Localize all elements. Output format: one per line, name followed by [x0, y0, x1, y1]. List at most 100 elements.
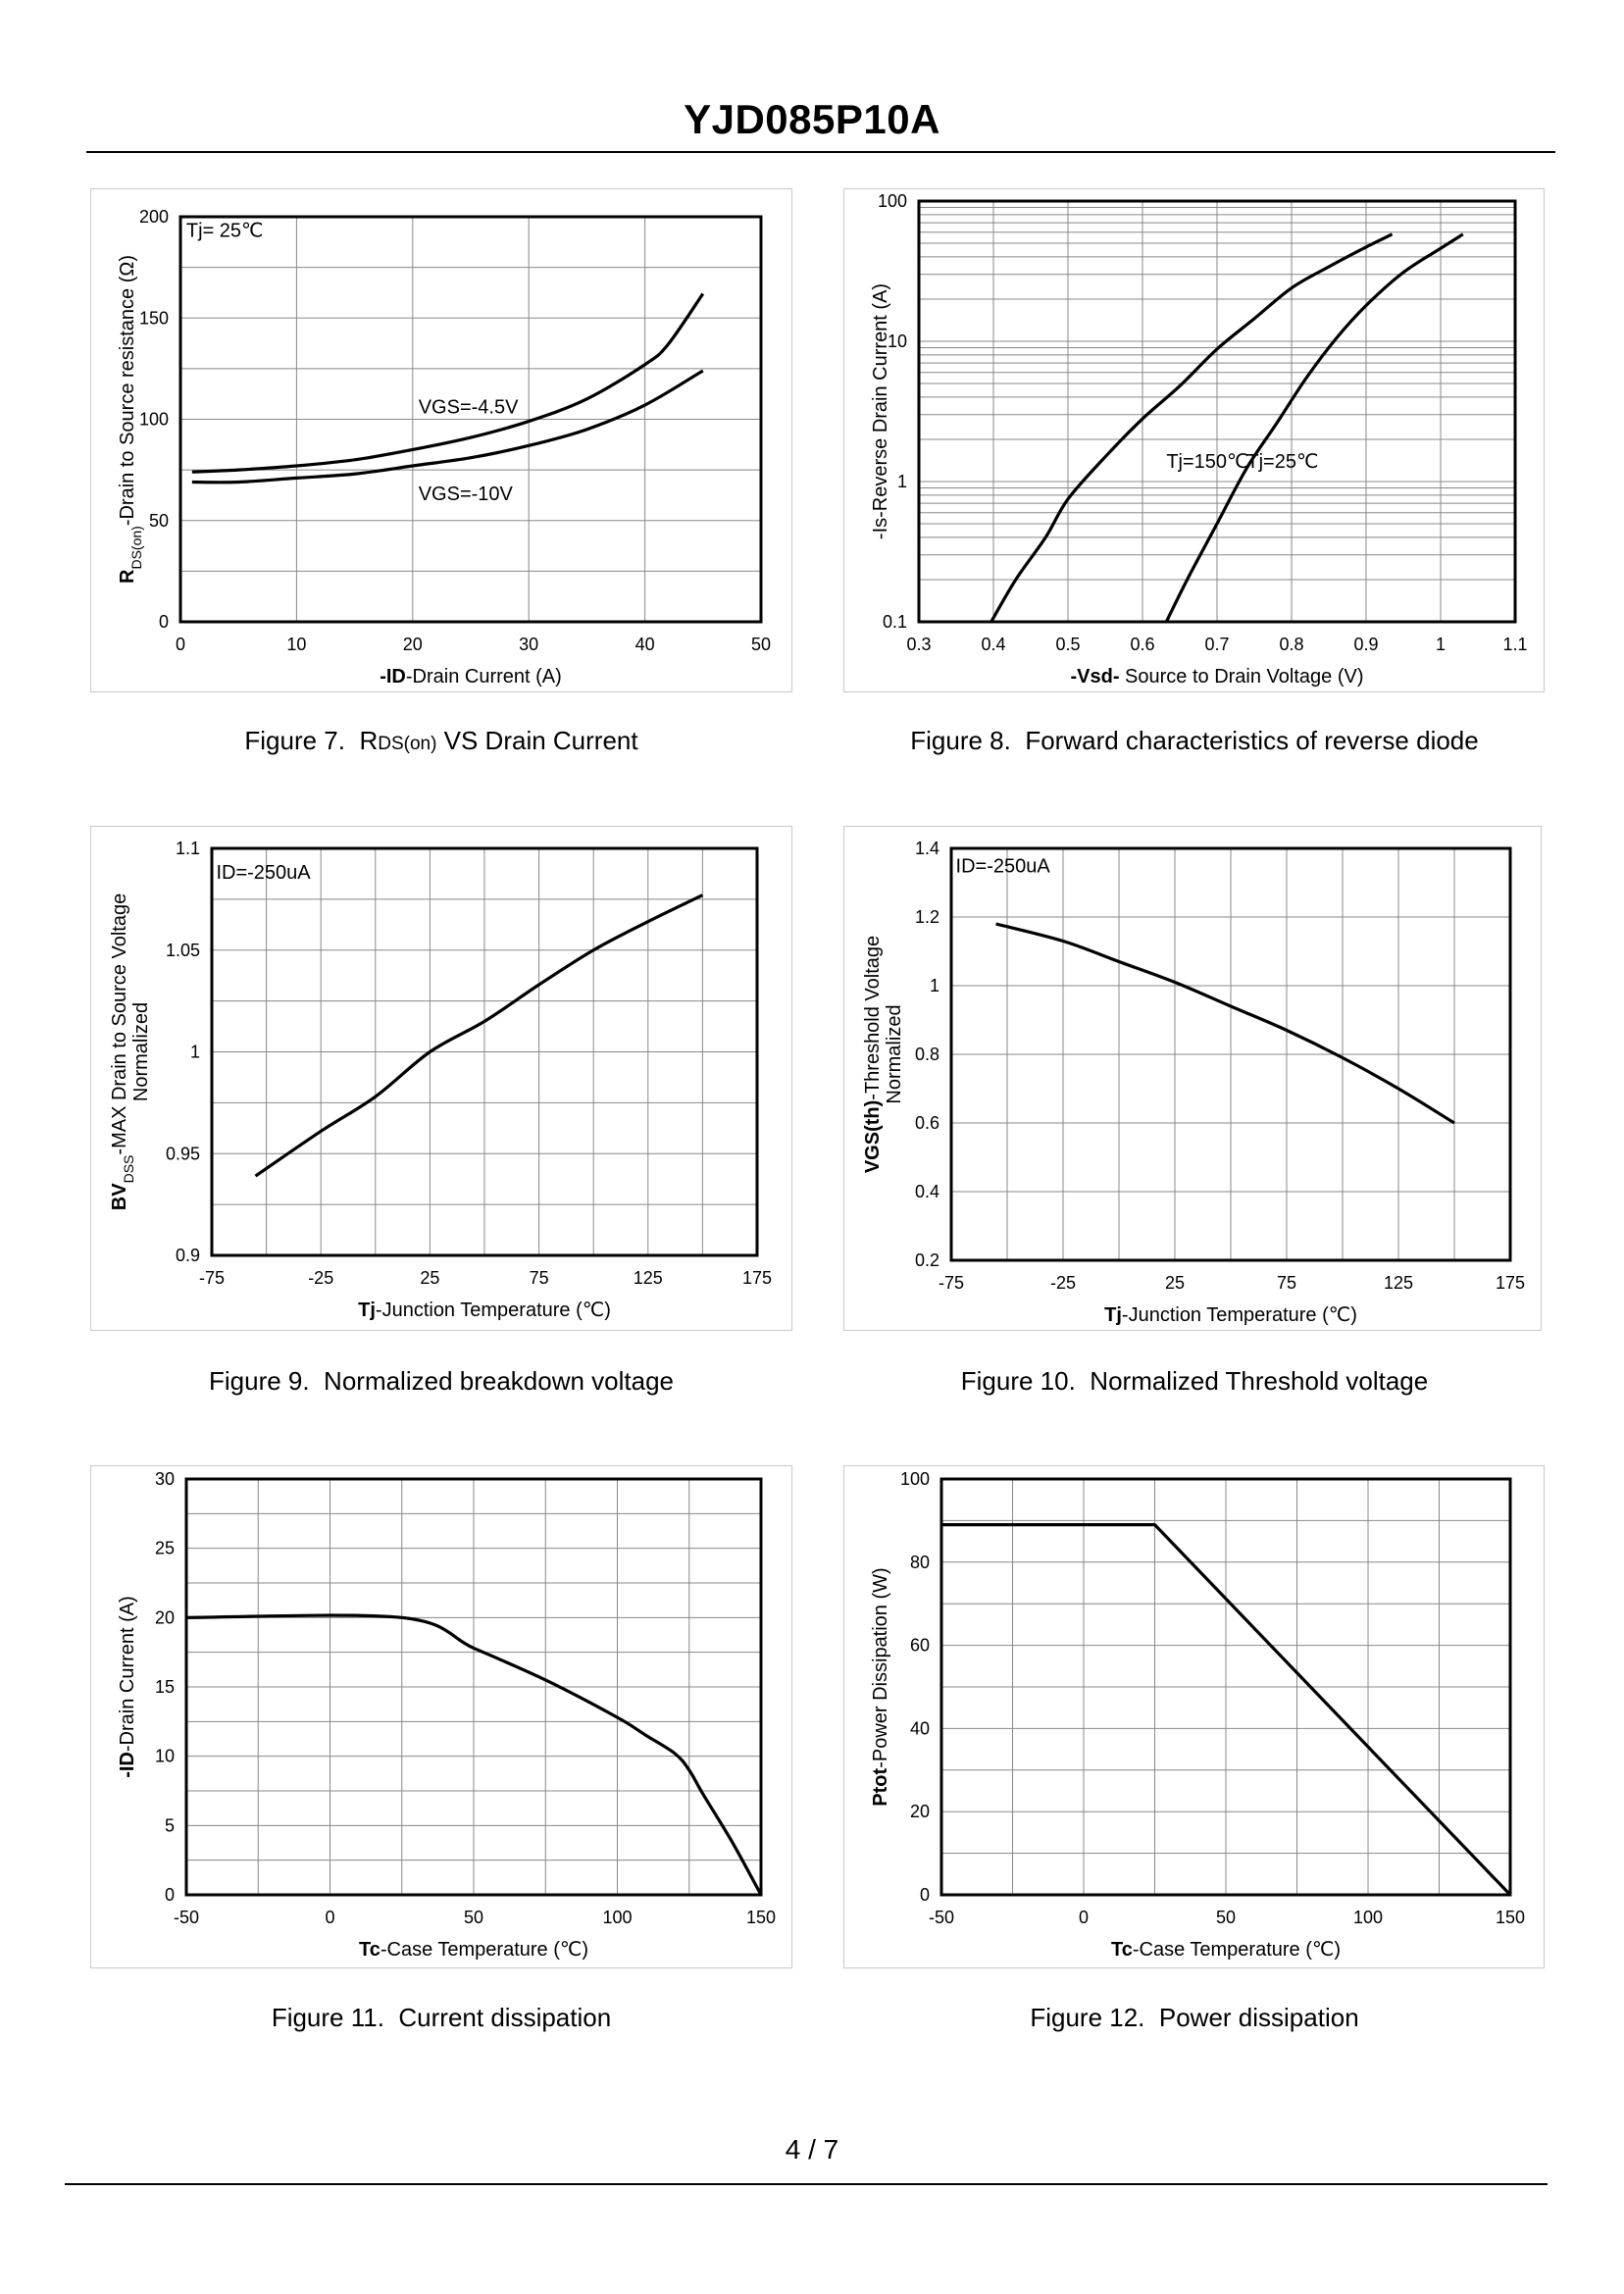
y-tick-label: 80	[910, 1553, 930, 1572]
x-tick-label: 30	[519, 635, 538, 654]
y-tick-label: 1.4	[915, 839, 939, 858]
x-tick-label: 0.5	[1055, 635, 1080, 654]
y-tick-label: 5	[165, 1815, 175, 1835]
footer-rule	[65, 2183, 1548, 2185]
y-axis-label-part: -Is-Reverse Drain Current (A)	[870, 283, 891, 539]
x-tick-label: 0	[325, 1908, 334, 1927]
figure-7-caption: Figure 7. RDS(on) VS Drain Current	[90, 726, 792, 756]
figure-9-normalized-breakdown-voltage-chart: -75 -25 25 75 125 175 0.9 0.95 1 1.05 1.1 Tj-Juncti…	[89, 825, 793, 1332]
x-tick-label: 20	[403, 635, 423, 654]
y-tick-label: 0.1	[883, 612, 907, 632]
y-axis-label: VGS(th)-Threshold Voltage	[862, 936, 884, 1173]
figure-12-caption-text: Power dissipation	[1158, 2003, 1359, 2032]
x-axis-label-rest: -Drain Current (A)	[406, 666, 562, 688]
x-tick-label: -75	[199, 1268, 225, 1288]
x-tick-label: -50	[174, 1908, 199, 1927]
y-tick-label: 0	[165, 1885, 175, 1905]
y-tick-label: 1.2	[915, 907, 939, 927]
figure-8-caption: Figure 8. Forward characteristics of rev…	[843, 726, 1546, 756]
y-tick-label: 0.6	[915, 1113, 939, 1133]
x-tick-label: 50	[1216, 1908, 1236, 1927]
y-axis-label-part: BV	[109, 1183, 130, 1210]
plot-border	[184, 1477, 763, 1897]
y-tick-label: 1	[190, 1043, 200, 1062]
x-tick-label: 150	[746, 1908, 776, 1927]
figure-7-caption-number: Figure 7.	[244, 726, 345, 755]
y-tick-label: 20	[910, 1802, 930, 1821]
figure-10-normalized-threshold-voltage-chart: -75 -25 25 75 125 175 0.2 0.4 0.6 0.8 1 1.2 1.4 Tj-Ju…	[842, 825, 1543, 1332]
grid	[918, 200, 1516, 623]
y-tick-label: 100	[878, 191, 907, 211]
x-axis-label-rest: -Junction Temperature (℃)	[1122, 1304, 1357, 1326]
chart-annotation: Tj= 25℃	[186, 221, 264, 242]
x-tick-label: 0	[176, 635, 185, 654]
x-axis-label-bold: Tc	[359, 1939, 381, 1961]
figure-9-caption: Figure 9. Normalized breakdown voltage	[90, 1366, 792, 1397]
series-line-1	[995, 922, 1455, 1125]
y-tick-label: 1	[930, 976, 939, 995]
chart-annotation: VGS=-4.5V	[419, 396, 519, 418]
x-axis-label: Tj-Junction Temperature (℃)	[1104, 1304, 1357, 1326]
x-tick-label: -75	[939, 1273, 964, 1293]
x-tick-label: 0.3	[906, 635, 931, 654]
x-tick-label: 0.8	[1279, 635, 1303, 654]
y-axis-label-part: -Power Dissipation (W)	[870, 1567, 891, 1767]
x-tick-label: 50	[464, 1908, 483, 1927]
plot-border	[917, 199, 1517, 624]
y-axis-label-part: -ID	[117, 1752, 138, 1778]
y-tick-label: 0.9	[176, 1246, 200, 1265]
x-tick-label: 0.9	[1353, 635, 1378, 654]
y-axis-label-part: VGS(th)	[862, 1100, 884, 1173]
figure-11-caption-number: Figure 11.	[271, 2003, 384, 2032]
y-axis-label: -ID-Drain Current (A)	[117, 1596, 138, 1778]
y-tick-label: 30	[155, 1469, 175, 1489]
x-axis-label-rest: -Case Temperature (℃)	[381, 1939, 588, 1961]
figure-7-caption-subscript: DS(on)	[378, 734, 437, 754]
x-tick-label: 1	[1436, 635, 1446, 654]
y-tick-label: 50	[149, 511, 169, 531]
header-rule	[86, 151, 1555, 153]
x-axis-label-bold: -ID	[380, 666, 406, 688]
chart-frame	[842, 187, 1546, 693]
x-tick-label: 100	[1353, 1908, 1383, 1927]
y-tick-label: 100	[139, 410, 169, 430]
x-tick-label: 75	[530, 1268, 549, 1288]
x-axis-label-rest: -Junction Temperature (℃)	[376, 1300, 611, 1321]
y-axis-label-part: -Drain Current (A)	[117, 1596, 138, 1752]
chart-frame	[842, 825, 1543, 1332]
grid	[950, 847, 1511, 1261]
y-tick-label: 20	[155, 1607, 175, 1627]
chart-annotation: Tj=25℃	[1246, 451, 1318, 473]
figure-10-caption-number: Figure 10.	[960, 1366, 1076, 1396]
page-number: 4 / 7	[785, 2134, 839, 2165]
x-axis-label-bold: Tj	[358, 1300, 376, 1321]
y-tick-label: 10	[888, 331, 907, 351]
y-tick-label: 25	[155, 1539, 175, 1558]
grid	[940, 1478, 1511, 1896]
y-axis-label-part: DS(on)	[128, 526, 144, 569]
x-tick-label: 1.1	[1502, 635, 1527, 654]
x-tick-label: 175	[742, 1268, 772, 1288]
x-tick-label: 150	[1496, 1908, 1525, 1927]
figure-9-caption-number: Figure 9.	[208, 1366, 310, 1396]
y-tick-label: 100	[900, 1469, 930, 1489]
x-tick-label: 10	[286, 635, 306, 654]
plot-border	[939, 1477, 1512, 1897]
chart-annotation: ID=-250uA	[216, 862, 311, 884]
plot-border	[178, 215, 763, 624]
x-tick-label: 25	[420, 1268, 439, 1288]
figure-8-reverse-diode-chart: 0.3 0.4 0.5 0.6 0.7 0.8 0.9 1 1.1 0.1 1 10 100 -Vsd- …	[842, 187, 1546, 693]
y-axis-label: RDS(on)-Drain to Source resistance (Ω)	[117, 255, 144, 584]
y-axis-label-line2: Normalized	[884, 1004, 905, 1103]
chart-frame	[89, 1464, 793, 1969]
y-tick-label: 0.2	[915, 1250, 939, 1270]
y-tick-label: 60	[910, 1636, 930, 1656]
y-tick-label: 0	[159, 612, 169, 632]
x-axis-label: -Vsd- Source to Drain Voltage (V)	[1070, 666, 1363, 688]
y-tick-label: 200	[139, 207, 169, 227]
figure-7-caption-prefix: R	[359, 726, 379, 755]
series-line-1	[941, 1523, 1512, 1897]
figure-10-caption: Figure 10. Normalized Threshold voltage	[843, 1366, 1546, 1397]
chart-frame	[89, 825, 793, 1332]
x-axis-label-bold: Tj	[1104, 1304, 1122, 1326]
